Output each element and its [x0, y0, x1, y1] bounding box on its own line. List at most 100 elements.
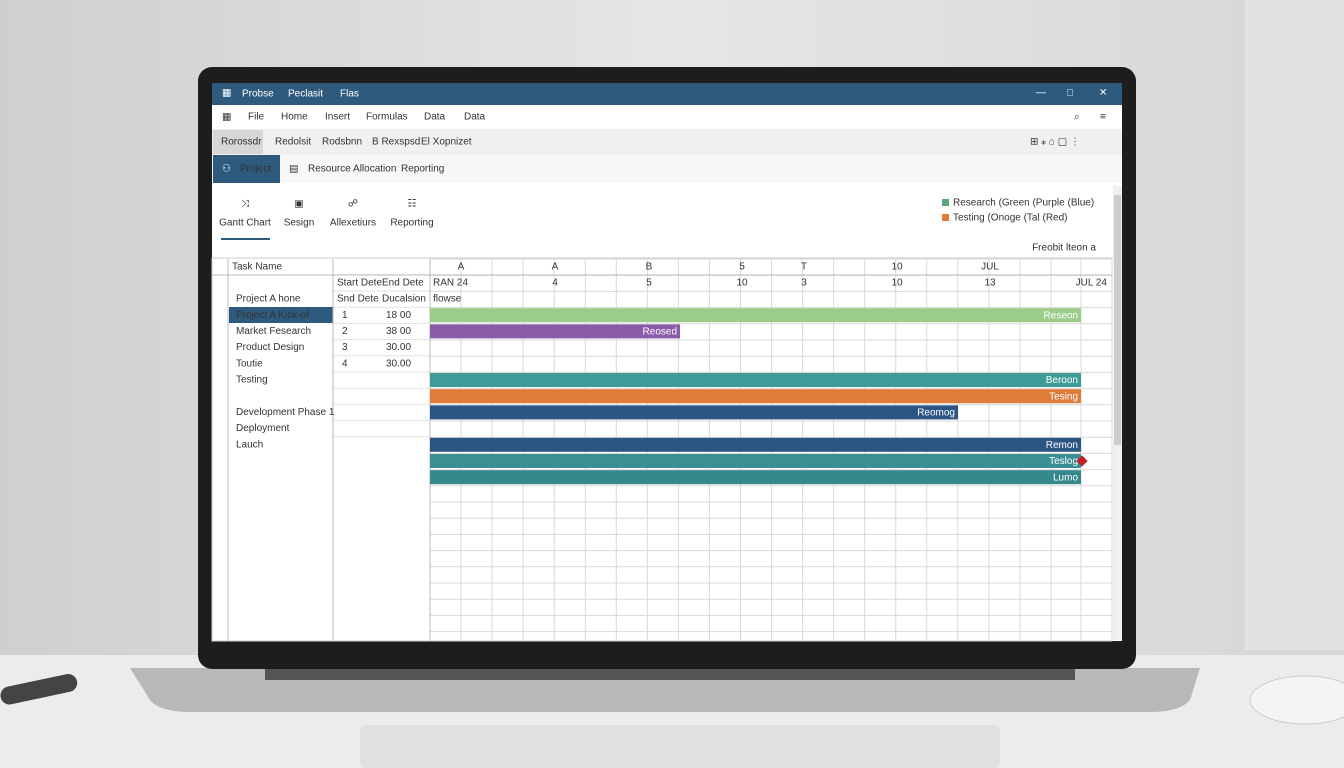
- bar-label: Beroon: [1046, 375, 1078, 386]
- tool-label[interactable]: Sesign: [284, 218, 315, 229]
- title-item[interactable]: Probse: [242, 89, 274, 100]
- bar-label: Lumo: [1053, 472, 1078, 483]
- detail-cell: 3: [342, 342, 348, 353]
- menu-item[interactable]: File: [248, 112, 265, 123]
- keyboard: [360, 725, 1000, 768]
- task-name[interactable]: Project A Kick-of: [236, 310, 309, 321]
- bar-label: Reomog: [917, 408, 955, 419]
- gantt-bar[interactable]: [430, 324, 680, 339]
- tool-label[interactable]: Reporting: [390, 218, 433, 229]
- gantt-bar[interactable]: [430, 308, 1081, 323]
- col-letter: B: [646, 262, 653, 273]
- ribbon-tab[interactable]: El Xopnizet: [421, 137, 472, 148]
- task-name[interactable]: Deployment: [236, 423, 290, 434]
- gantt-bar[interactable]: [430, 470, 1081, 485]
- tab[interactable]: Project: [240, 164, 271, 175]
- close[interactable]: ✕: [1099, 88, 1107, 99]
- task-name[interactable]: Product Design: [236, 342, 304, 353]
- ribbon-tab-active: [213, 130, 263, 154]
- bar-label: Teslog: [1049, 456, 1078, 467]
- detail-cell: 30.00: [386, 342, 411, 353]
- detail-header: Ducalsion: [382, 294, 426, 305]
- menu-item[interactable]: Insert: [325, 112, 350, 123]
- tool-icon: ☷: [408, 199, 417, 210]
- detail-cell: 18 00: [386, 310, 411, 321]
- ribbon-bar: [212, 129, 1122, 155]
- col-letter: A: [458, 262, 465, 273]
- tab-icon: ⚇: [222, 164, 231, 175]
- minimize[interactable]: —: [1036, 88, 1046, 99]
- legend-swatch: [942, 199, 949, 206]
- task-name[interactable]: Market Fesearch: [236, 326, 311, 337]
- task-name[interactable]: Project A hone: [236, 294, 301, 305]
- col-letter: A: [552, 262, 559, 273]
- detail-cell: 1: [342, 310, 348, 321]
- gantt-bar[interactable]: [430, 405, 958, 420]
- detail-header: End Dete: [382, 278, 424, 289]
- ribbon-icons[interactable]: ⊞ ⁎ ⌂ ▢ ⋮: [1030, 137, 1080, 148]
- menu-item[interactable]: Formulas: [366, 112, 408, 123]
- bar-label: Remon: [1046, 440, 1078, 451]
- pen: [0, 673, 78, 705]
- tool-icon: ▣: [294, 199, 303, 210]
- task-name[interactable]: Lauch: [236, 439, 263, 450]
- tab[interactable]: Resource Allocation: [308, 164, 396, 175]
- tab-active: [213, 155, 280, 183]
- grid-icon: ▦: [222, 112, 231, 123]
- tab-icon: ▤: [289, 164, 298, 175]
- tab-bar: [212, 155, 1122, 183]
- tool-underline: [221, 238, 270, 240]
- detail-cell: 4: [342, 358, 348, 369]
- task-name[interactable]: Testing: [236, 375, 268, 386]
- tool-label[interactable]: Gantt Chart: [219, 218, 271, 229]
- timeline-label: RAN 24: [433, 278, 468, 289]
- detail-cell: 30.00: [386, 358, 411, 369]
- detail-cell: 2: [342, 326, 348, 337]
- maximize[interactable]: □: [1067, 88, 1073, 99]
- note: flowse: [433, 294, 462, 305]
- laptop-hinge: [265, 668, 1075, 680]
- gantt-bar[interactable]: [430, 437, 1081, 452]
- bar-label: Tesing: [1049, 391, 1078, 402]
- timeline-label: JUL 24: [1076, 278, 1108, 289]
- gantt-bar[interactable]: [430, 454, 1081, 468]
- col-letter: 10: [891, 262, 903, 273]
- gantt-bar[interactable]: [430, 389, 1081, 404]
- timeline-label: 13: [984, 278, 996, 289]
- bar-label: Reosed: [643, 327, 677, 338]
- ribbon-tab[interactable]: B Rexspsd: [372, 137, 420, 148]
- task-header: Task Name: [232, 262, 282, 273]
- ribbon-tab[interactable]: Rorossdr: [221, 137, 262, 148]
- gantt-bar[interactable]: [430, 373, 1081, 387]
- col-letter: JUL: [981, 262, 999, 273]
- tab[interactable]: Reporting: [401, 164, 444, 175]
- task-name[interactable]: Toutie: [236, 358, 263, 369]
- detail-header: Snd Dete: [337, 294, 379, 305]
- scroll-thumb[interactable]: [1114, 195, 1121, 445]
- status-text: Freobit lteon a: [1032, 243, 1096, 254]
- selected-row[interactable]: [229, 307, 333, 323]
- menu-item[interactable]: Home: [281, 112, 308, 123]
- tool-icon: ⤨: [241, 199, 249, 210]
- title-item[interactable]: Peclasit: [288, 89, 323, 100]
- timeline-label: 10: [891, 278, 903, 289]
- bar-label: Reseon: [1044, 310, 1078, 321]
- ribbon-tab[interactable]: Rodsbnn: [322, 137, 362, 148]
- tool-label[interactable]: Allexetiurs: [330, 218, 376, 229]
- app-icon: ▦: [222, 88, 231, 99]
- mouse: [1249, 675, 1344, 725]
- col-letter: T: [801, 262, 807, 273]
- task-name[interactable]: Development Phase 1: [236, 407, 335, 418]
- menu-item[interactable]: Data: [464, 112, 486, 123]
- title-item[interactable]: Flas: [340, 89, 359, 100]
- milestone: [1076, 455, 1088, 467]
- menu-icon[interactable]: ≡: [1100, 112, 1106, 123]
- menu-item[interactable]: Data: [424, 112, 446, 123]
- col-letter: 5: [739, 262, 745, 273]
- search[interactable]: ⌕: [1074, 112, 1080, 123]
- ribbon-tab[interactable]: Redolsit: [275, 137, 311, 148]
- timeline-label: 3: [801, 278, 807, 289]
- timeline-label: 4: [552, 278, 558, 289]
- tool-icon: ☍: [348, 199, 358, 210]
